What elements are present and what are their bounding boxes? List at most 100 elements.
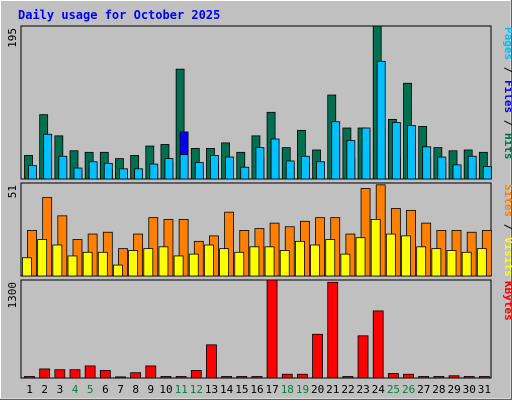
panel-hits-files-pages: 195 Pages / Files / Hits (6, 25, 512, 180)
panel-legend-label: Sites / Visits (502, 184, 512, 277)
x-tick-label-10: 10 (159, 383, 172, 396)
bar-kbytes-day-22 (342, 376, 354, 379)
panel-legend-label: Pages / Files / Hits (502, 27, 512, 160)
panel-plot-area (20, 279, 492, 379)
bar-visits-day-14 (224, 211, 234, 277)
x-tick-label-4: 4 (72, 383, 79, 396)
bar-pages-day-26 (407, 125, 416, 180)
bar-kbytes-day-30 (463, 376, 475, 379)
x-tick-label-24: 24 (372, 383, 386, 396)
bar-pages-day-5 (88, 161, 98, 180)
bar-kbytes-day-6 (99, 370, 111, 379)
bar-kbytes-day-27 (418, 376, 430, 379)
bar-kbytes-day-15 (236, 376, 248, 379)
x-tick-label-20: 20 (311, 383, 324, 396)
bar-pages-day-14 (225, 156, 234, 180)
x-tick-label-7: 7 (117, 383, 124, 396)
bar-pages-day-2 (43, 133, 53, 180)
legend-hits: Hits (502, 133, 512, 160)
bar-kbytes-day-21 (327, 281, 339, 379)
x-tick-label-5: 5 (87, 383, 94, 396)
bar-pages-day-28 (437, 156, 447, 180)
bar-kbytes-day-3 (54, 369, 66, 379)
bar-kbytes-day-18 (281, 373, 293, 379)
x-tick-label-15: 15 (235, 383, 248, 396)
bar-kbytes-day-29 (448, 375, 460, 379)
bar-kbytes-day-9 (145, 365, 157, 379)
bar-visits-day-9 (148, 217, 159, 277)
x-tick-label-18: 18 (281, 383, 294, 396)
bar-kbytes-day-1 (24, 376, 35, 379)
bar-kbytes-day-12 (190, 370, 202, 379)
legend-separator: / (502, 217, 512, 237)
panel-kbytes: 1300 KBytes (6, 279, 512, 379)
bar-pages-day-20 (316, 161, 325, 180)
x-tick-label-8: 8 (132, 383, 139, 396)
bar-sites-day-20 (310, 244, 320, 277)
bar-kbytes-day-10 (160, 376, 172, 379)
x-tick-label-16: 16 (250, 383, 263, 396)
bar-sites-day-2 (37, 239, 48, 277)
bar-visits-day-1 (27, 230, 37, 277)
x-tick-label-28: 28 (432, 383, 445, 396)
x-tick-label-19: 19 (296, 383, 309, 396)
series-sites (22, 219, 487, 277)
bar-kbytes-day-2 (39, 368, 51, 379)
bar-sites-day-19 (295, 240, 305, 277)
bar-pages-day-9 (149, 163, 159, 180)
bar-sites-day-25 (385, 233, 396, 277)
bar-sites-day-10 (158, 246, 169, 277)
bar-visits-day-23 (360, 188, 371, 277)
x-tick-label-26: 26 (402, 383, 415, 396)
x-tick-label-14: 14 (220, 383, 234, 396)
bar-sites-day-12 (188, 253, 199, 277)
x-tick-label-3: 3 (57, 383, 64, 396)
bar-pages-day-29 (452, 164, 462, 180)
bar-sites-day-27 (416, 246, 427, 277)
bar-pages-day-31 (482, 166, 492, 180)
bar-pages-day-11 (179, 154, 189, 180)
y-axis-max-label: 195 (6, 28, 19, 48)
bar-sites-day-14 (219, 248, 229, 277)
bar-pages-day-17 (270, 138, 280, 180)
chart-title: Daily usage for October 2025 (18, 8, 220, 22)
bar-kbytes-day-19 (297, 373, 308, 379)
x-tick-label-27: 27 (417, 383, 430, 396)
bar-sites-day-29 (446, 250, 457, 277)
bar-sites-day-18 (279, 250, 290, 277)
bar-sites-day-17 (264, 246, 275, 277)
x-axis-day-labels: 1 2 3 4 5 6 7 8 9 10 11 12 13 14 15 16 17 18 19 20 21 22 23 24 2… (26, 383, 491, 396)
bar-pages-day-3 (58, 155, 68, 180)
bar-kbytes-day-7 (115, 376, 126, 379)
bar-pages-day-27 (422, 146, 432, 180)
bar-kbytes-day-20 (312, 333, 323, 379)
bar-sites-day-30 (461, 251, 472, 277)
bar-kbytes-day-11 (175, 376, 187, 379)
bar-sites-day-24 (370, 219, 381, 277)
bar-pages-day-6 (103, 162, 113, 180)
bar-sites-day-26 (401, 235, 411, 277)
bar-kbytes-day-16 (251, 376, 263, 379)
x-tick-label-1: 1 (26, 383, 33, 396)
x-tick-label-9: 9 (148, 383, 155, 396)
bar-kbytes-day-5 (84, 365, 96, 379)
bar-pages-day-19 (301, 155, 310, 180)
bar-sites-day-4 (67, 255, 78, 277)
bar-sites-day-3 (52, 244, 63, 277)
bar-sites-day-16 (249, 246, 260, 277)
bar-pages-day-25 (391, 122, 401, 180)
x-tick-label-12: 12 (190, 383, 203, 396)
x-tick-label-17: 17 (266, 383, 279, 396)
bar-sites-day-5 (82, 251, 93, 277)
x-tick-label-30: 30 (463, 383, 476, 396)
bar-pages-day-16 (255, 147, 265, 180)
bar-sites-day-22 (340, 253, 351, 277)
bar-pages-day-4 (73, 167, 83, 180)
y-axis-max-label: 51 (6, 185, 19, 198)
chart-panels: 195 Pages / Files / Hits 51 Sites / Visits 1… (6, 25, 512, 379)
bar-pages-day-22 (346, 140, 356, 180)
bar-kbytes-day-14 (221, 376, 232, 379)
bar-kbytes-day-17 (266, 279, 278, 379)
